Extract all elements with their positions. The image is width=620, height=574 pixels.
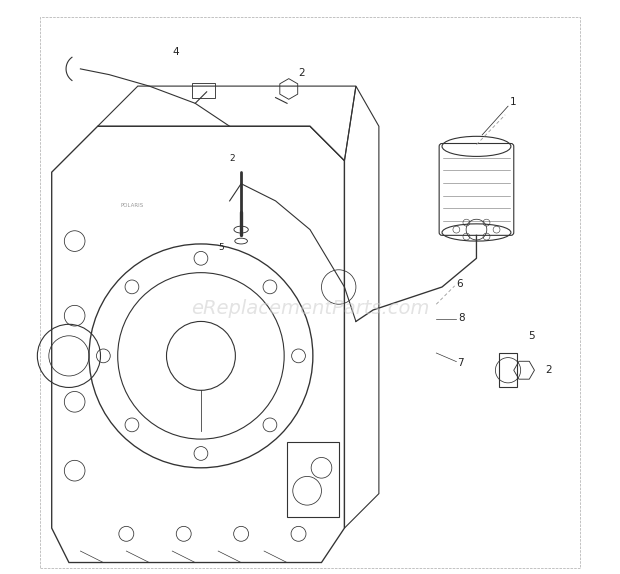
Text: 2: 2 [298, 68, 305, 77]
Text: 2: 2 [546, 365, 552, 375]
Text: 5: 5 [528, 331, 534, 340]
Bar [500, 353, 516, 387]
Text: 6: 6 [456, 279, 463, 289]
Text: 1: 1 [510, 97, 516, 107]
Text: eReplacementParts.com: eReplacementParts.com [191, 299, 429, 319]
Bar [192, 83, 215, 98]
Text: 8: 8 [458, 313, 465, 323]
Text: 7: 7 [458, 358, 464, 368]
Text: 5: 5 [218, 243, 224, 251]
Text: POLARIS: POLARIS [120, 203, 144, 208]
Text: 4: 4 [172, 46, 179, 56]
Text: 2: 2 [229, 154, 235, 162]
